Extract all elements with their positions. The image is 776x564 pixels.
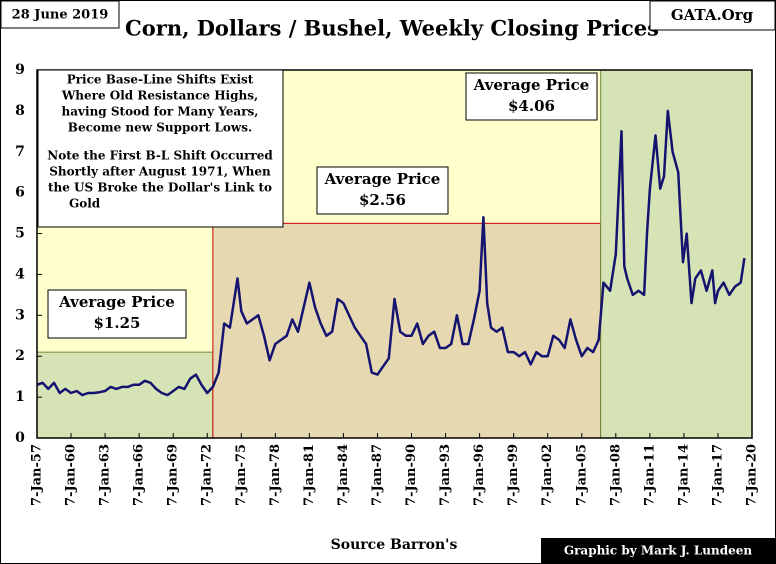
x-tick-label: 7-Jan-08	[608, 444, 623, 506]
average-box	[465, 72, 598, 121]
x-tick-label: 7-Jan-20	[745, 444, 760, 506]
date-box	[0, 0, 120, 29]
site: GATA.Org	[671, 6, 754, 24]
annotation-line: Where Old Resistance Highs,	[61, 89, 258, 103]
x-tick-label: 7-Jan-84	[336, 444, 351, 506]
x-tick-label: 7-Jan-60	[64, 444, 79, 506]
annotation-line: the US Broke the Dollar's Link to	[48, 181, 272, 195]
y-tick-label: 9	[15, 62, 25, 78]
y-tick-label: 4	[15, 266, 25, 282]
credit-box	[541, 538, 776, 564]
x-tick-label: 7-Jan-78	[268, 444, 283, 506]
x-tick-label: 7-Jan-05	[574, 444, 589, 506]
average-label: Average Price	[58, 293, 175, 311]
y-tick-label: 3	[15, 307, 25, 323]
y-tick-label: 8	[15, 103, 25, 119]
average-region	[212, 222, 602, 439]
x-tick-label: 7-Jan-93	[438, 444, 453, 506]
x-tick-label: 7-Jan-14	[676, 444, 691, 506]
y-tick-label: 2	[15, 348, 25, 364]
x-tick-label: 7-Jan-17	[710, 444, 725, 506]
x-tick-label: 7-Jan-90	[404, 444, 419, 506]
average-label: Average Price	[473, 76, 590, 94]
x-tick-label: 7-Jan-02	[540, 444, 555, 506]
site-box	[649, 0, 776, 31]
annotation-line: Note the First B-L Shift Occurred	[47, 149, 273, 163]
x-tick-label: 7-Jan-11	[642, 444, 657, 506]
annotation-line: Become new Support Lows.	[68, 121, 252, 135]
annotation-box	[37, 69, 284, 228]
y-tick-label: 6	[15, 185, 25, 201]
average-label: $2.56	[359, 191, 406, 209]
y-tick-label: 7	[15, 144, 25, 160]
average-label: Average Price	[324, 170, 441, 188]
chart-title: Corn, Dollars / Bushel, Weekly Closing P…	[125, 16, 659, 41]
x-tick-label: 7-Jan-72	[200, 444, 215, 506]
credit: Graphic by Mark J. Lundeen	[564, 544, 753, 558]
x-tick-label: 7-Jan-87	[370, 444, 385, 506]
x-tick-label: 7-Jan-57	[30, 444, 45, 506]
plot-border	[36, 69, 753, 439]
average-region	[36, 351, 214, 439]
y-tick-label: 0	[15, 430, 25, 446]
annotation-line: Shortly after August 1971, When	[49, 165, 271, 179]
x-tick-label: 7-Jan-99	[506, 444, 521, 506]
price-line	[36, 109, 746, 397]
average-box	[47, 289, 187, 339]
annotation-line: Price Base-Line Shifts Exist	[67, 73, 254, 87]
date: 28 June 2019	[12, 8, 109, 23]
x-tick-label: 7-Jan-69	[166, 444, 181, 506]
average-box	[316, 166, 449, 215]
y-tick-label: 5	[15, 226, 25, 242]
x-tick-label: 7-Jan-96	[472, 444, 487, 506]
x-tick-label: 7-Jan-66	[132, 444, 147, 506]
annotation-line: Gold	[69, 197, 101, 211]
y-tick-label: 1	[15, 389, 25, 405]
x-tick-label: 7-Jan-63	[98, 444, 113, 506]
average-label: $1.25	[94, 314, 141, 332]
average-label: $4.06	[508, 97, 555, 115]
annotation-line: having Stood for Many Years,	[62, 105, 259, 119]
x-tick-label: 7-Jan-75	[234, 444, 249, 506]
x-tick-label: 7-Jan-81	[302, 444, 317, 506]
source: Source Barron's	[331, 537, 458, 553]
